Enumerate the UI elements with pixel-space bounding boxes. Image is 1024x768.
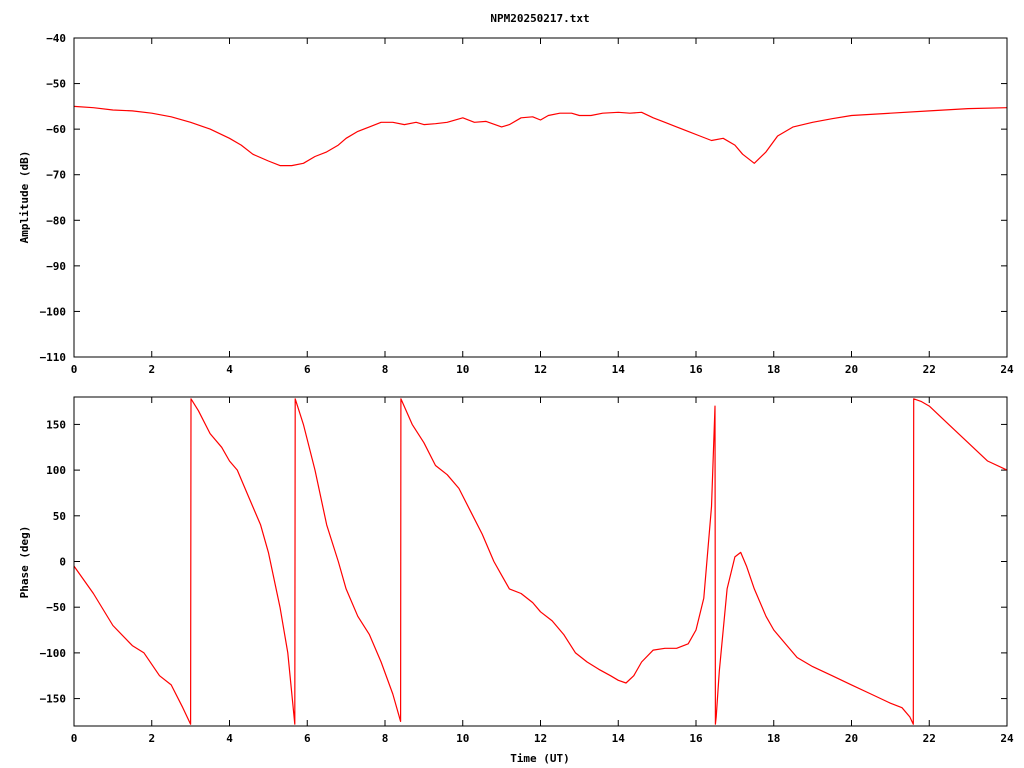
phase-x-tick-label-6: 12 [534,732,547,745]
phase-y-tick-label-3: 0 [59,556,66,569]
amplitude-x-tick-label-1: 2 [148,363,155,376]
phase-axis-ticks: 0 2 4 6 8 10 12 14 16 18 20 22 24−150−100−5005010015… [40,397,1014,745]
amplitude-x-tick-label-8: 16 [689,363,703,376]
amplitude-x-tick-label-9: 18 [767,363,780,376]
phase-y-tick-label-6: 150 [46,418,66,431]
phase-y-tick-label-4: 50 [53,510,66,523]
amplitude-y-tick-label-3: −80 [46,214,66,227]
phase-y-tick-label-1: −100 [40,647,67,660]
amplitude-x-tick-label-3: 6 [304,363,311,376]
phase-x-axis-label: Time (UT) [510,752,570,765]
phase-x-tick-label-4: 8 [382,732,389,745]
phase-x-tick-label-0: 0 [71,732,78,745]
amplitude-y-tick-label-2: −90 [46,260,66,273]
amplitude-y-tick-label-1: −100 [40,305,67,318]
amplitude-x-tick-label-0: 0 [71,363,78,376]
phase-x-tick-label-8: 16 [689,732,703,745]
phase-y-tick-label-5: 100 [46,464,66,477]
phase-x-tick-label-5: 10 [456,732,469,745]
amplitude-y-tick-label-5: −60 [46,123,66,136]
phase-x-tick-label-12: 24 [1000,732,1014,745]
amplitude-y-tick-label-7: −40 [46,32,66,45]
phase-x-tick-label-9: 18 [767,732,780,745]
amplitude-x-tick-label-5: 10 [456,363,469,376]
amplitude-x-tick-label-12: 24 [1000,363,1014,376]
amplitude-x-tick-label-10: 20 [845,363,858,376]
phase-x-tick-label-3: 6 [304,732,311,745]
phase-y-tick-label-0: −150 [40,693,67,706]
phase-x-tick-label-11: 22 [923,732,936,745]
phase-y-tick-label-2: −50 [46,601,66,614]
amplitude-series-line [73,105,1008,167]
phase-x-tick-label-2: 4 [226,732,233,745]
phase-x-tick-label-10: 20 [845,732,858,745]
amplitude-y-tick-label-4: −70 [46,169,66,182]
phase-series-line [73,398,1008,725]
amplitude-x-tick-label-4: 8 [382,363,389,376]
amplitude-x-tick-label-11: 22 [923,363,936,376]
amplitude-x-tick-label-6: 12 [534,363,547,376]
amplitude-y-axis-label: Amplitude (dB) [18,151,31,244]
phase-x-tick-label-7: 14 [612,732,626,745]
phase-panel: 0 2 4 6 8 10 12 14 16 18 20 22 24−150−100−5005010015… [18,396,1014,765]
phase-plot-frame [73,396,1008,727]
amplitude-x-tick-label-7: 14 [612,363,626,376]
amplitude-axis-ticks: 0 2 4 6 8 10 12 14 16 18 20 22 24−110−100−90−80−70−6… [40,32,1014,376]
amplitude-plot-frame [73,37,1008,358]
amplitude-chart-title: NPM20250217.txt [490,12,589,25]
amplitude-y-tick-label-6: −50 [46,78,66,91]
amplitude-x-tick-label-2: 4 [226,363,233,376]
phase-y-axis-label: Phase (deg) [18,526,31,599]
amplitude-y-tick-label-0: −110 [40,351,67,364]
phase-x-tick-label-1: 2 [148,732,155,745]
amplitude-panel: 0 2 4 6 8 10 12 14 16 18 20 22 24−110−100−90−80−70−6… [18,32,1014,376]
